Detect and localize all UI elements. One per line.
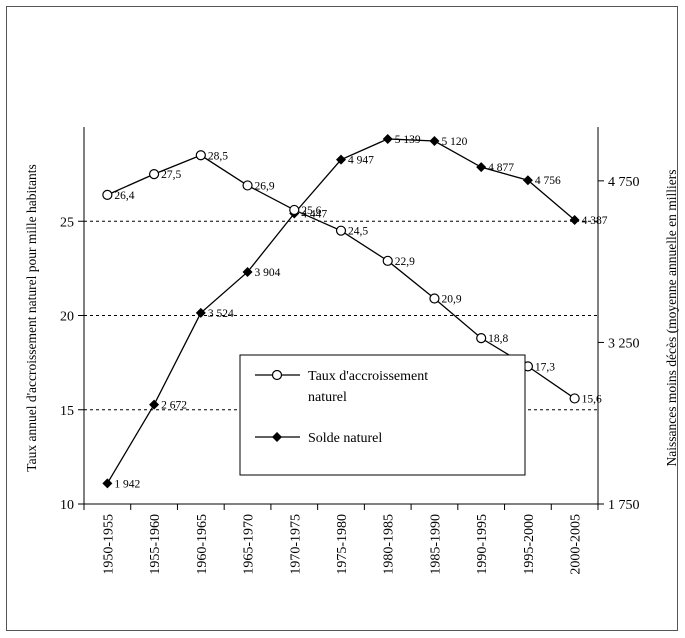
- x-tick-label: 1960-1965: [195, 514, 210, 575]
- x-tick-label: 1950-1955: [101, 514, 116, 575]
- point-solde: [476, 162, 486, 172]
- point-taux: [290, 205, 299, 214]
- data-label-taux: 27,5: [161, 169, 181, 181]
- data-label-taux: 25,6: [301, 205, 321, 217]
- point-solde: [383, 134, 393, 144]
- y-axis-title-right: Naissances moins décès (moyenne annuelle…: [664, 170, 679, 467]
- x-tick-label: 1985-1990: [428, 514, 443, 575]
- x-tick-label: 1955-1960: [148, 514, 163, 575]
- point-taux: [196, 151, 205, 160]
- data-label-solde: 4 387: [582, 215, 608, 227]
- legend-label-solde: Solde naturel: [308, 431, 382, 446]
- x-tick-label: 1970-1975: [288, 514, 303, 575]
- data-label-solde: 5 120: [441, 136, 467, 148]
- x-tick-label: 1975-1980: [335, 514, 350, 575]
- point-taux: [383, 256, 392, 265]
- x-tick-label: 1965-1970: [242, 514, 257, 575]
- point-solde: [149, 400, 159, 410]
- legend: Taux d'accroissement naturel Solde natur…: [240, 355, 525, 475]
- point-taux: [430, 294, 439, 303]
- y-tick-label-left: 25: [60, 215, 74, 230]
- data-label-taux: 26,4: [114, 190, 134, 202]
- y-axis-title-left: Taux annuel d'accroissement naturel pour…: [24, 164, 39, 471]
- y-tick-label-right: 3 250: [608, 336, 640, 351]
- point-solde: [102, 478, 112, 488]
- data-label-taux: 28,5: [208, 150, 228, 162]
- point-taux: [477, 334, 486, 343]
- data-label-solde: 3 904: [255, 267, 281, 279]
- y-tick-label-right: 1 750: [608, 498, 640, 513]
- data-label-solde: 4 877: [488, 162, 514, 174]
- point-taux: [103, 190, 112, 199]
- data-label-taux: 22,9: [395, 256, 415, 268]
- data-label-taux: 15,6: [582, 393, 602, 405]
- y-tick-label-left: 20: [60, 310, 74, 325]
- data-label-taux: 18,8: [488, 333, 508, 345]
- data-label-taux: 26,9: [255, 180, 275, 192]
- x-tick-label: 1995-2000: [522, 514, 537, 575]
- legend-label-taux-line2: naturel: [308, 390, 347, 405]
- data-label-taux: 24,5: [348, 226, 368, 238]
- x-tick-label: 1990-1995: [475, 514, 490, 575]
- data-label-taux: 17,3: [535, 361, 555, 373]
- data-label-solde: 5 139: [395, 134, 421, 146]
- legend-label-taux-line1: Taux d'accroissement: [308, 369, 428, 384]
- data-label-taux: 20,9: [441, 294, 461, 306]
- point-taux: [150, 170, 159, 179]
- x-axis-ticks: 1950-1955 1955-1960 1960-1965 1965-1970 1970…: [84, 504, 598, 575]
- y-tick-label-left: 10: [60, 498, 74, 513]
- point-taux: [570, 394, 579, 403]
- data-label-solde: 4 947: [348, 155, 374, 167]
- x-tick-label: 2000-2005: [569, 514, 584, 575]
- x-tick-label: 1980-1985: [382, 514, 397, 575]
- data-label-solde: 1 942: [114, 478, 140, 490]
- y-tick-label-left: 15: [60, 404, 74, 419]
- data-label-solde: 3 524: [208, 308, 234, 320]
- data-label-solde: 4 756: [535, 175, 561, 187]
- point-taux: [337, 226, 346, 235]
- point-solde: [429, 136, 439, 146]
- data-label-solde: 2 672: [161, 400, 187, 412]
- point-taux: [243, 181, 252, 190]
- y-tick-label-right: 4 750: [608, 175, 640, 190]
- legend-marker-circle: [273, 371, 282, 380]
